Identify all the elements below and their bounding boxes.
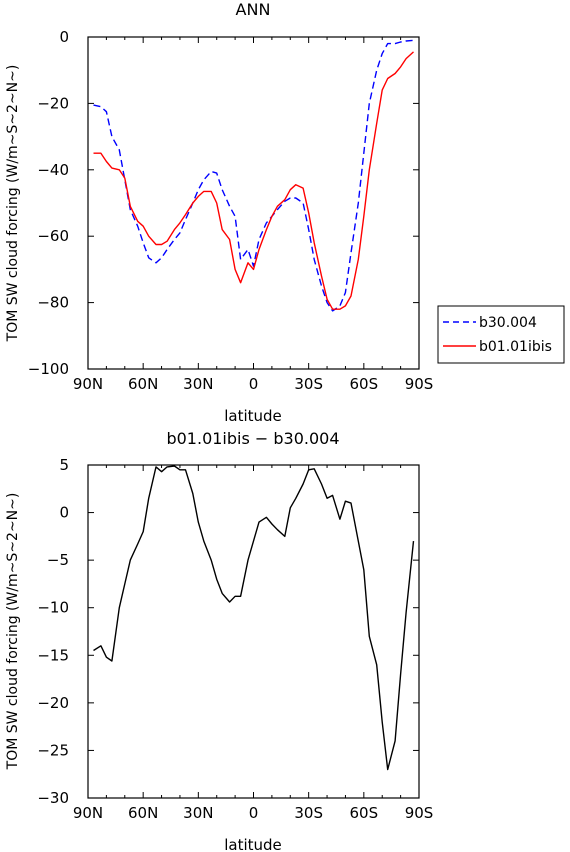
panel-1-x-axis-label: latitude (224, 407, 282, 425)
panel-2-y-tick-label-5: −20 (37, 694, 69, 712)
panel-2-x-tick-label-5: 60S (350, 804, 379, 822)
panel-1-y-tick-label-3: −60 (37, 227, 69, 245)
panel-2-y-tick-label-7: −30 (37, 789, 69, 807)
panel-1-x-tick-label-2: 30N (183, 375, 213, 393)
panel-2-x-tick-label-3: 0 (249, 804, 259, 822)
panel-2-y-tick-label-0: 5 (59, 456, 69, 474)
panel-2-y-tick-label-2: −5 (47, 551, 69, 569)
panel-1-series-b30-004-line (93, 39, 414, 312)
panel-1-y-tick-label-5: −100 (28, 360, 69, 378)
panel-2-x-axis-label: latitude (224, 836, 282, 852)
panel-1-x-tick-label-5: 60S (350, 375, 379, 393)
panel-1: ANN 90N 60N 30N 0 30S 60S 90S 0 −20 −40 −60 −80 −10… (5, 0, 565, 425)
legend-label-b01-01ibis: b01.01ibis (479, 339, 552, 355)
panel-2-y-tick-label-3: −10 (37, 599, 69, 617)
panel-2-y-tick-label-1: 0 (59, 504, 69, 522)
panel-1-x-tick-label-6: 90S (405, 375, 434, 393)
panel-1-x-axis: 90N 60N 30N 0 30S 60S 90S (73, 37, 433, 393)
panel-2-x-tick-label-4: 30S (294, 804, 323, 822)
panel-1-y-tick-label-4: −80 (37, 294, 69, 312)
panel-1-series-layer (93, 39, 414, 312)
panel-1-y-axis-label: TOM SW cloud forcing (W/m~S~2~N~) (5, 65, 21, 343)
legend-label-b30-004: b30.004 (479, 315, 537, 331)
panel-1-title: ANN (236, 0, 271, 19)
panel-2-series-difference-line (93, 465, 415, 771)
panel-1-x-tick-label-1: 60N (128, 375, 158, 393)
panel-2-x-tick-label-1: 60N (128, 804, 158, 822)
panel-2-x-axis: 90N 60N 30N 0 30S 60S 90S (73, 465, 433, 822)
panel-1-x-tick-label-0: 90N (73, 375, 103, 393)
panel-2-y-tick-label-4: −15 (37, 646, 69, 664)
panel-1-y-axis: 0 −20 −40 −60 −80 −100 (28, 28, 419, 378)
panel-2-series-layer (93, 465, 415, 771)
panel-2-x-tick-label-6: 90S (405, 804, 434, 822)
panel-1-y-tick-label-2: −40 (37, 161, 69, 179)
panel-1-x-tick-label-3: 0 (249, 375, 259, 393)
panel-2-x-tick-label-2: 30N (183, 804, 213, 822)
legend: b30.004 b01.01ibis (437, 305, 565, 364)
panel-1-series-b01-01ibis-line (93, 51, 414, 310)
legend-box (437, 305, 565, 364)
panel-2-title: b01.01ibis − b30.004 (166, 429, 339, 448)
panel-1-x-tick-label-4: 30S (294, 375, 323, 393)
panel-1-plot-frame (87, 36, 420, 370)
panel-1-y-tick-label-1: −20 (37, 94, 69, 112)
panel-2: b01.01ibis − b30.004 90N 60N 30N 0 30S 60S 90S… (5, 429, 433, 852)
panel-2-y-tick-label-6: −25 (37, 741, 69, 759)
panel-2-y-axis-label: TOM SW cloud forcing (W/m~S~2~N~) (5, 493, 21, 771)
panel-2-y-axis: 5 0 −5 −10 −15 −20 −25 −30 (37, 456, 419, 807)
panel-1-y-tick-label-0: 0 (59, 28, 69, 46)
panel-2-x-tick-label-0: 90N (73, 804, 103, 822)
